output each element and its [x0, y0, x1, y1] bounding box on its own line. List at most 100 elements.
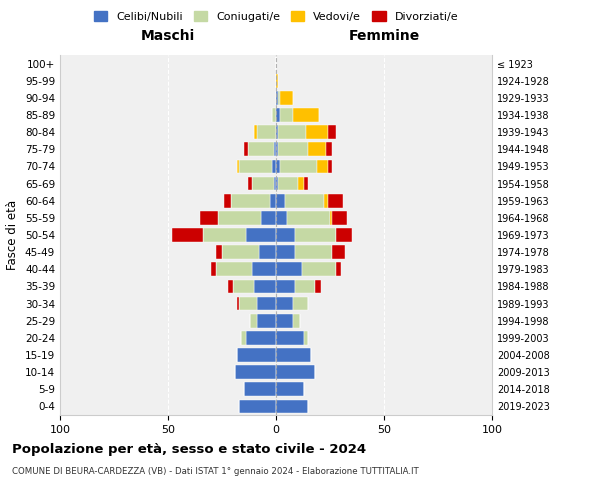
Bar [276, 142, 278, 156]
Bar [272, 108, 276, 122]
Bar [302, 262, 337, 276]
Bar [239, 296, 257, 310]
Bar [304, 176, 308, 190]
Bar [280, 108, 293, 122]
Bar [308, 142, 326, 156]
Bar [237, 296, 239, 310]
Bar [323, 194, 328, 207]
Bar [239, 160, 272, 173]
Bar [276, 382, 304, 396]
Bar [246, 331, 276, 344]
Bar [278, 142, 308, 156]
Text: Popolazione per età, sesso e stato civile - 2024: Popolazione per età, sesso e stato civil… [12, 442, 366, 456]
Bar [257, 314, 276, 328]
Bar [287, 211, 330, 224]
Bar [332, 211, 347, 224]
Bar [252, 176, 274, 190]
Bar [224, 194, 230, 207]
Bar [276, 296, 293, 310]
Bar [200, 211, 218, 224]
Bar [278, 91, 280, 104]
Bar [272, 160, 276, 173]
Bar [276, 400, 308, 413]
Bar [276, 194, 284, 207]
Bar [332, 246, 345, 259]
Bar [293, 296, 308, 310]
Bar [257, 126, 276, 139]
Bar [229, 280, 233, 293]
Bar [328, 126, 337, 139]
Bar [317, 160, 328, 173]
Bar [276, 348, 311, 362]
Bar [278, 176, 298, 190]
Bar [276, 228, 295, 242]
Bar [276, 176, 278, 190]
Bar [248, 176, 252, 190]
Bar [235, 366, 276, 379]
Bar [239, 400, 276, 413]
Bar [172, 228, 203, 242]
Bar [230, 194, 269, 207]
Bar [293, 314, 300, 328]
Bar [306, 126, 328, 139]
Bar [328, 194, 343, 207]
Bar [337, 262, 341, 276]
Bar [237, 160, 239, 173]
Bar [284, 194, 323, 207]
Bar [295, 246, 332, 259]
Text: Femmine: Femmine [349, 29, 419, 43]
Bar [261, 211, 276, 224]
Bar [276, 314, 293, 328]
Bar [252, 262, 276, 276]
Bar [259, 246, 276, 259]
Bar [304, 331, 308, 344]
Bar [246, 228, 276, 242]
Bar [222, 246, 259, 259]
Bar [276, 74, 278, 88]
Bar [274, 176, 276, 190]
Text: Maschi: Maschi [141, 29, 195, 43]
Bar [295, 280, 315, 293]
Bar [280, 160, 317, 173]
Bar [248, 142, 274, 156]
Bar [257, 296, 276, 310]
Bar [244, 142, 248, 156]
Bar [293, 108, 319, 122]
Bar [330, 211, 332, 224]
Bar [280, 91, 293, 104]
Bar [295, 228, 337, 242]
Bar [276, 211, 287, 224]
Bar [328, 160, 332, 173]
Bar [337, 228, 352, 242]
Bar [276, 160, 280, 173]
Bar [276, 262, 302, 276]
Bar [233, 280, 254, 293]
Bar [315, 280, 322, 293]
Bar [215, 246, 222, 259]
Bar [203, 228, 246, 242]
Bar [211, 262, 215, 276]
Bar [276, 366, 315, 379]
Bar [244, 382, 276, 396]
Bar [269, 194, 276, 207]
Bar [276, 126, 278, 139]
Bar [276, 280, 295, 293]
Bar [274, 142, 276, 156]
Bar [250, 314, 257, 328]
Bar [237, 348, 276, 362]
Legend: Celibi/Nubili, Coniugati/e, Vedovi/e, Divorziati/e: Celibi/Nubili, Coniugati/e, Vedovi/e, Di… [91, 8, 461, 25]
Text: COMUNE DI BEURA-CARDEZZA (VB) - Dati ISTAT 1° gennaio 2024 - Elaborazione TUTTIT: COMUNE DI BEURA-CARDEZZA (VB) - Dati IST… [12, 468, 419, 476]
Bar [276, 91, 278, 104]
Y-axis label: Fasce di età: Fasce di età [7, 200, 19, 270]
Bar [278, 126, 306, 139]
Bar [298, 176, 304, 190]
Bar [276, 246, 295, 259]
Bar [254, 126, 257, 139]
Bar [254, 280, 276, 293]
Bar [276, 108, 280, 122]
Bar [241, 331, 246, 344]
Bar [215, 262, 252, 276]
Bar [218, 211, 261, 224]
Bar [276, 331, 304, 344]
Bar [326, 142, 332, 156]
